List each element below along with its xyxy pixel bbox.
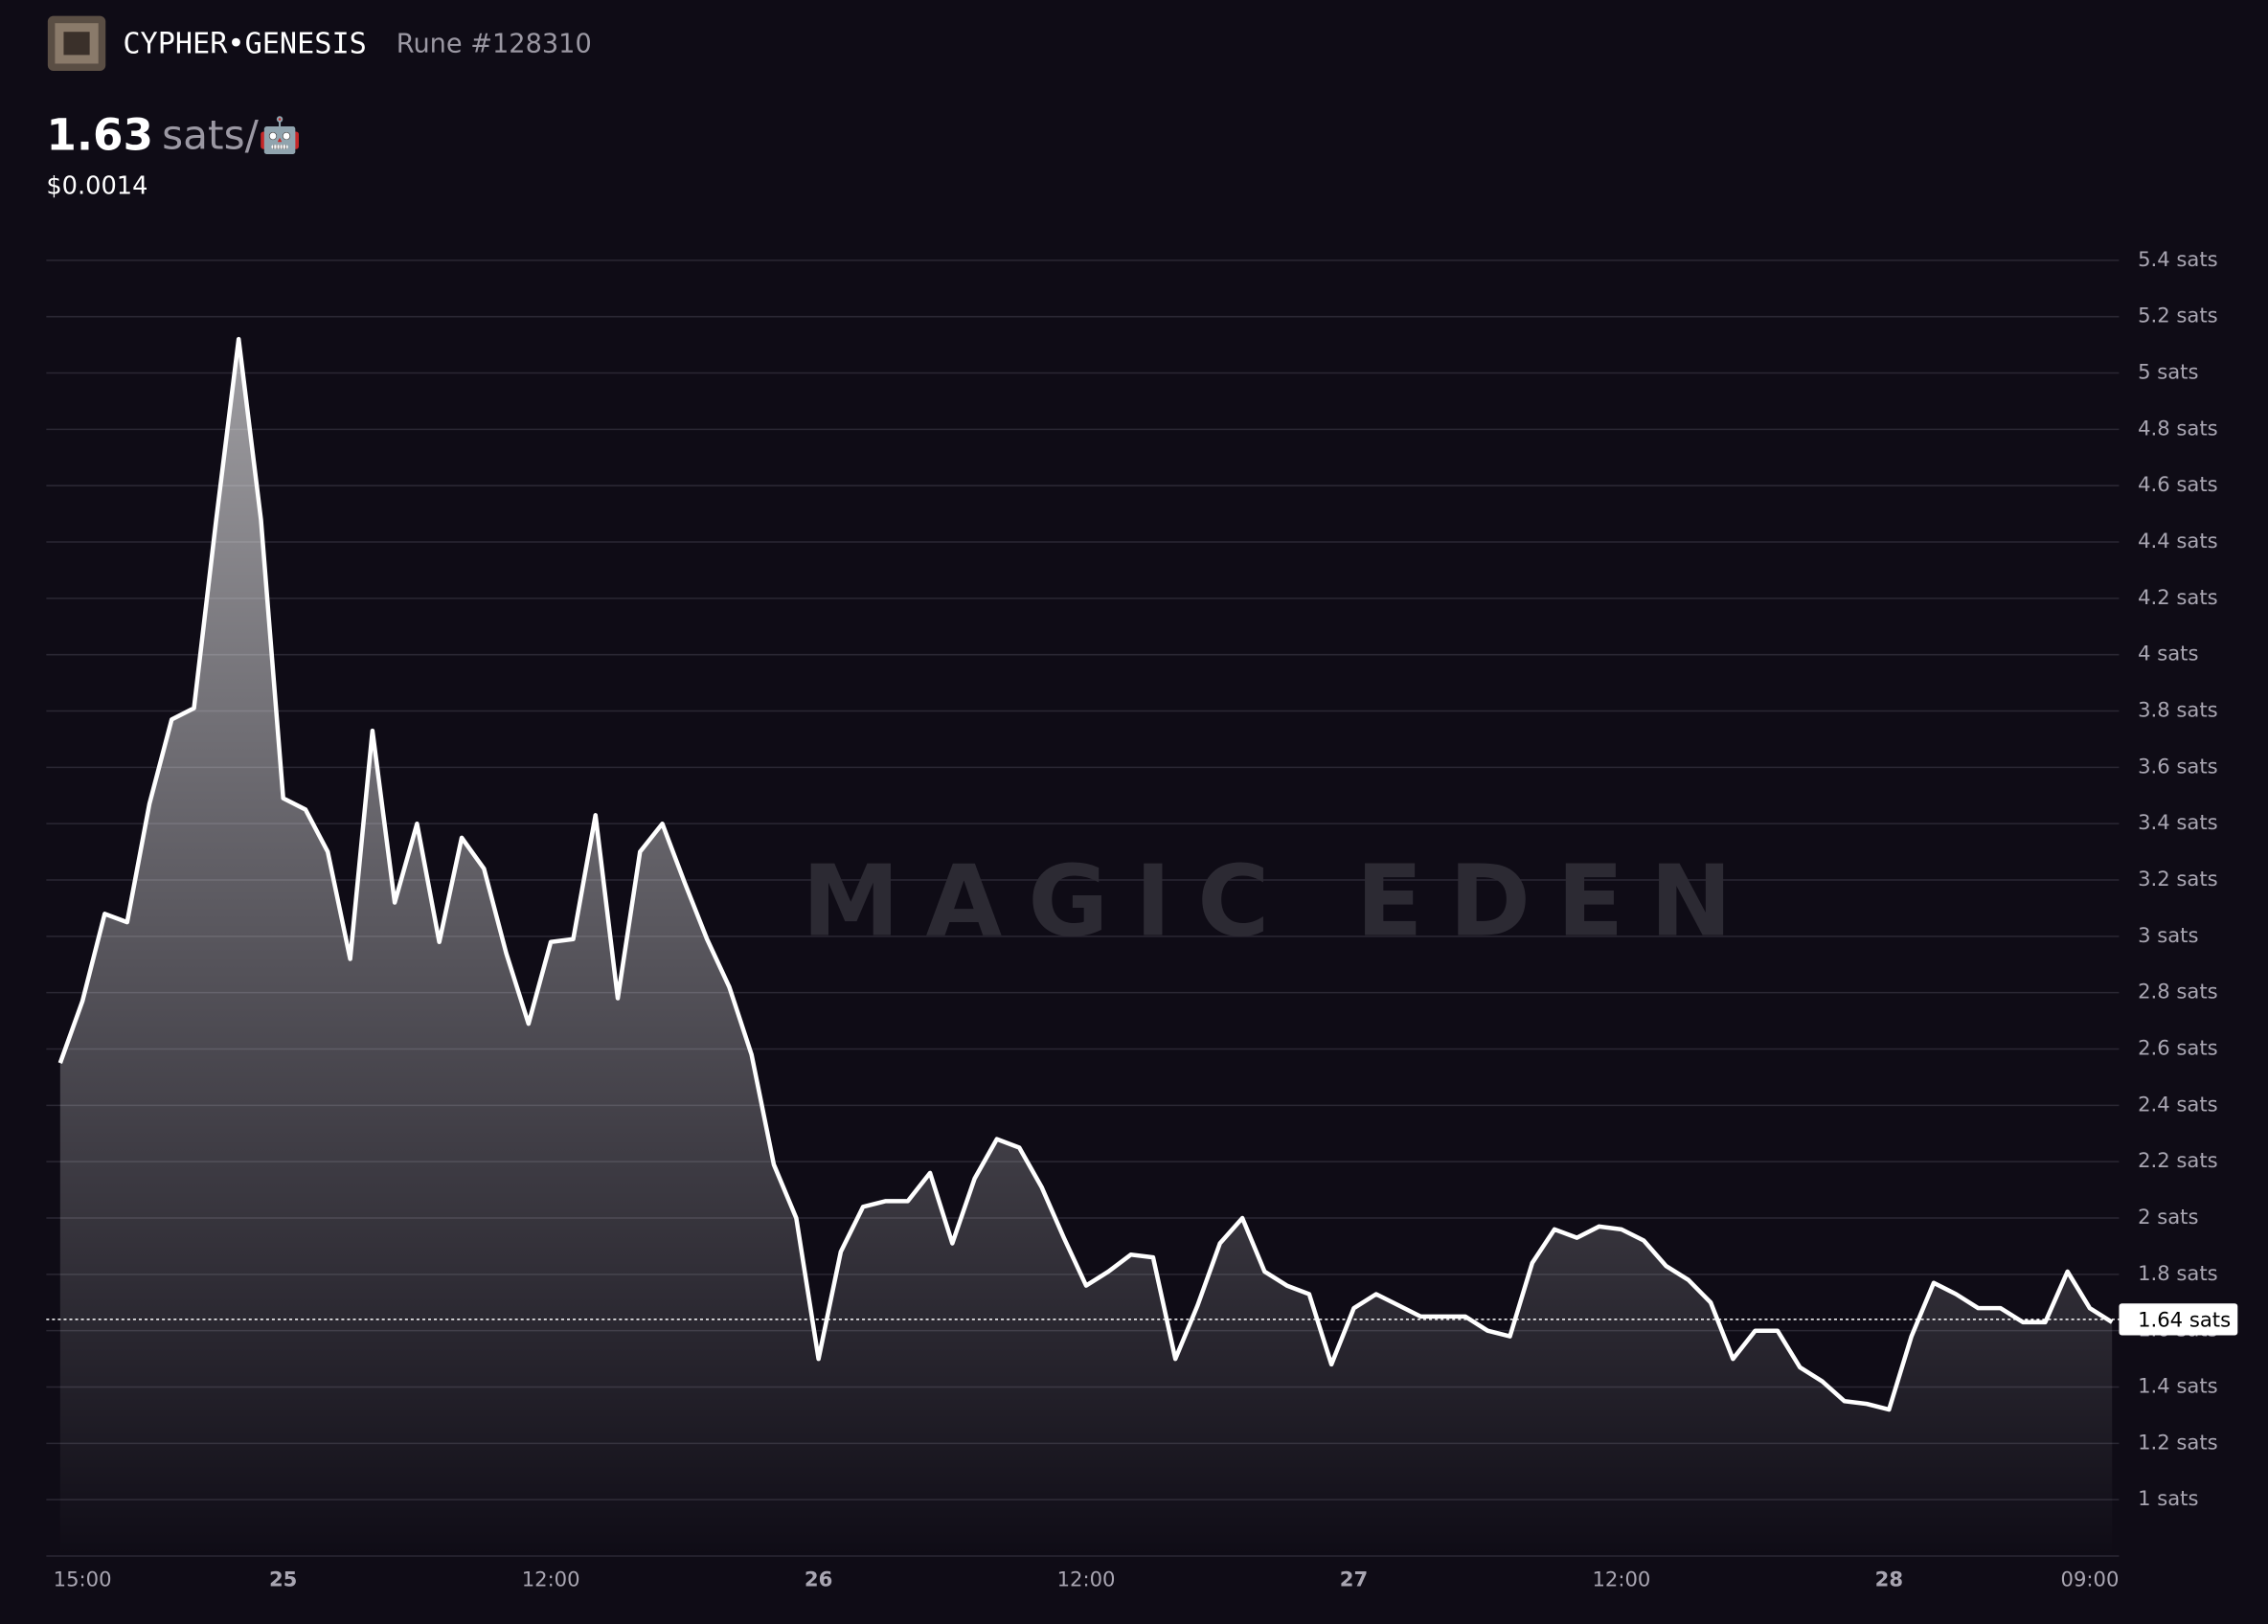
x-tick-label: 09:00 xyxy=(2061,1568,2120,1591)
y-tick-label: 3.4 sats xyxy=(2138,810,2218,834)
price-unit: sats/ xyxy=(162,111,260,158)
price-line: 1.63 sats/🤖 xyxy=(46,109,302,160)
y-tick-label: 3.2 sats xyxy=(2138,867,2218,891)
y-tick-label: 4 sats xyxy=(2138,642,2198,665)
x-tick-label: 12:00 xyxy=(522,1568,580,1591)
y-tick-label: 2.2 sats xyxy=(2138,1148,2218,1172)
y-tick-label: 1.2 sats xyxy=(2138,1430,2218,1454)
x-tick-label: 26 xyxy=(805,1568,832,1591)
last-price-label: 1.64 sats xyxy=(2138,1307,2231,1331)
price: 1.63 xyxy=(46,109,153,160)
y-tick-label: 3.8 sats xyxy=(2138,698,2218,722)
y-tick-label: 3 sats xyxy=(2138,923,2198,947)
x-tick-label: 25 xyxy=(269,1568,297,1591)
rune-icon xyxy=(47,15,106,72)
y-tick-label: 4.2 sats xyxy=(2138,585,2218,609)
x-tick-label: 12:00 xyxy=(1057,1568,1116,1591)
y-tick-label: 4.4 sats xyxy=(2138,529,2218,553)
y-tick-label: 1 sats xyxy=(2138,1486,2198,1510)
x-tick-label: 15:00 xyxy=(54,1568,112,1591)
watermark: MAGIC EDEN xyxy=(802,846,1758,959)
y-tick-label: 1.8 sats xyxy=(2138,1261,2218,1285)
x-tick-label: 27 xyxy=(1340,1568,1368,1591)
y-tick-label: 4.8 sats xyxy=(2138,416,2218,440)
y-tick-label: 2.6 sats xyxy=(2138,1036,2218,1060)
price-emoji: 🤖 xyxy=(259,114,302,155)
y-tick-label: 2.4 sats xyxy=(2138,1092,2218,1116)
y-tick-label: 2.8 sats xyxy=(2138,980,2218,1004)
usd-price: $0.0014 xyxy=(46,171,147,200)
y-tick-label: 1.4 sats xyxy=(2138,1374,2218,1398)
y-tick-label: 3.6 sats xyxy=(2138,754,2218,778)
last-price-badge xyxy=(2119,1303,2238,1336)
y-tick-label: 2 sats xyxy=(2138,1205,2198,1229)
y-tick-label: 5 sats xyxy=(2138,360,2198,384)
price-line xyxy=(57,336,2114,1412)
y-tick-label: 4.6 sats xyxy=(2138,472,2218,496)
y-tick-label: 5.2 sats xyxy=(2138,304,2218,327)
plot: 1.64 sats xyxy=(46,336,2238,1556)
x-tick-label: 12:00 xyxy=(1592,1568,1650,1591)
x-tick-label: 28 xyxy=(1875,1568,1903,1591)
rune-name: CYPHER•GENESIS xyxy=(123,27,366,60)
y-tick-label: 5.4 sats xyxy=(2138,247,2218,271)
rune-number: Rune #128310 xyxy=(397,29,592,58)
area-fill xyxy=(59,339,2113,1556)
